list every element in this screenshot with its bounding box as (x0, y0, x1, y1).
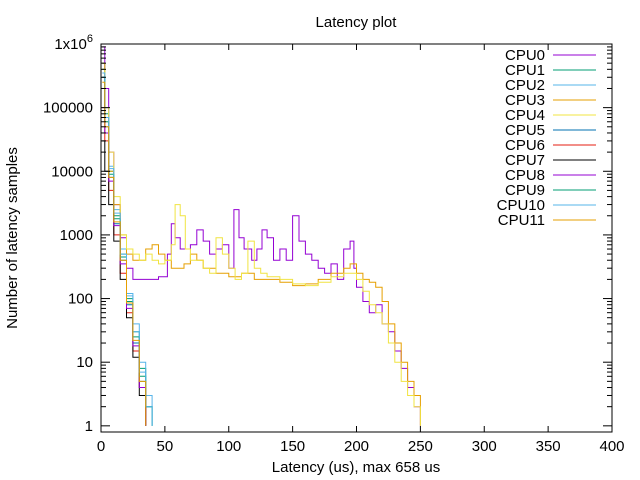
y-axis-label: Number of latency samples (4, 147, 21, 329)
x-tick-label: 0 (97, 438, 105, 455)
y-tick-label: 1 (85, 418, 93, 435)
x-tick-label: 150 (280, 438, 305, 455)
legend-label: CPU7 (505, 152, 545, 169)
legend-label: CPU5 (505, 122, 545, 139)
legend-label: CPU3 (505, 92, 545, 109)
series-line-cpu9 (102, 76, 153, 426)
x-tick-label: 50 (157, 438, 174, 455)
legend-label: CPU0 (505, 47, 545, 64)
series-line-cpu10 (102, 72, 153, 426)
legend-label: CPU4 (505, 107, 545, 124)
y-tick-label: 100000 (43, 100, 93, 117)
series-line-cpu0 (102, 46, 421, 426)
legend-label: CPU11 (498, 212, 545, 229)
x-tick-label: 300 (472, 438, 497, 455)
x-tick-label: 100 (216, 438, 241, 455)
legend-label: CPU8 (505, 167, 545, 184)
x-tick-label: 400 (599, 438, 624, 455)
x-tick-label: 200 (344, 438, 369, 455)
chart-title: Latency plot (316, 14, 398, 31)
legend-label: CPU2 (505, 77, 545, 94)
y-tick-label: 1000 (60, 227, 93, 244)
y-tick-label: 100 (68, 291, 93, 308)
legend-label: CPU10 (497, 197, 545, 214)
series-line-cpu4 (102, 68, 421, 426)
legend-label: CPU1 (505, 62, 545, 79)
x-axis-label: Latency (us), max 658 us (272, 459, 440, 476)
y-tick-label: 10 (76, 354, 93, 371)
x-tick-label: 350 (536, 438, 561, 455)
x-tick-label: 250 (408, 438, 433, 455)
series-line-cpu2 (102, 62, 153, 426)
y-tick-label: 10000 (51, 163, 93, 180)
legend-label: CPU6 (505, 137, 545, 154)
y-tick-label: 1x106 (54, 33, 93, 53)
legend-label: CPU9 (505, 182, 545, 199)
series-line-cpu11 (102, 81, 147, 426)
series-line-cpu3 (102, 62, 421, 426)
